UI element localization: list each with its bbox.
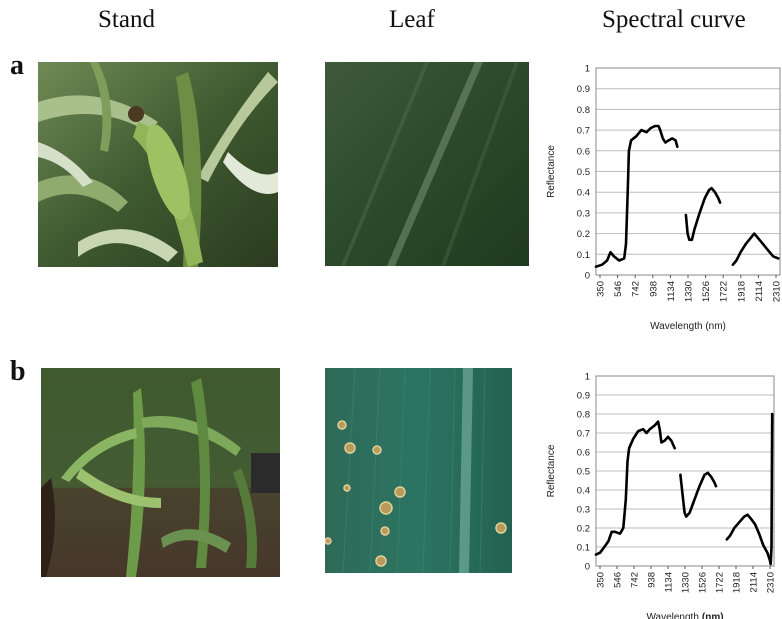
x-axis-label: Wavelength (nm) bbox=[646, 612, 723, 619]
x-tick-label: 1918 bbox=[736, 281, 747, 302]
y-tick-label: 1 bbox=[585, 372, 590, 383]
stand-photo-a bbox=[38, 62, 278, 267]
x-tick-label: 1526 bbox=[698, 572, 709, 593]
y-tick-label: 0.2 bbox=[577, 229, 590, 240]
y-tick-label: 0.6 bbox=[577, 146, 590, 157]
y-tick-label: 0.1 bbox=[577, 250, 590, 261]
x-tick-label: 1330 bbox=[684, 281, 695, 302]
row-label-b: b bbox=[10, 356, 26, 387]
leaf-photo-b bbox=[325, 368, 512, 573]
column-header-leaf: Leaf bbox=[389, 6, 435, 33]
stand-photo-b bbox=[41, 368, 280, 577]
y-axis-label: Reflectance bbox=[546, 444, 557, 497]
x-tick-label: 938 bbox=[648, 281, 659, 297]
y-tick-label: 0 bbox=[585, 271, 590, 282]
spectral-curve-segment bbox=[594, 124, 679, 268]
spectral-curve-segment bbox=[731, 232, 780, 266]
x-tick-label: 742 bbox=[630, 572, 641, 588]
y-tick-label: 0.3 bbox=[577, 208, 590, 219]
row-label-a: a bbox=[10, 50, 24, 81]
x-tick-label: 546 bbox=[613, 281, 624, 297]
spectral-curve-segment bbox=[684, 186, 722, 242]
x-tick-label: 1722 bbox=[719, 281, 730, 302]
y-tick-label: 0.8 bbox=[577, 410, 590, 421]
spectral-chart-a: 0 0.1 0.2 0.3 0.4 0.5 0.6 0.7 0.8 0.9 1 350 546 742 93… bbox=[540, 58, 782, 334]
x-tick-label: 2310 bbox=[766, 572, 777, 593]
x-tick-label: 350 bbox=[596, 572, 607, 588]
x-tick-label: 1134 bbox=[664, 572, 675, 592]
x-tick-label: 2310 bbox=[772, 281, 782, 302]
x-tick-label: 742 bbox=[631, 281, 642, 297]
spectral-curve-segment bbox=[679, 471, 718, 518]
y-tick-label: 0.9 bbox=[577, 391, 590, 402]
y-tick-label: 0.4 bbox=[577, 188, 590, 199]
x-tick-label: 1134 bbox=[666, 281, 677, 301]
x-tick-label: 1918 bbox=[732, 572, 743, 593]
x-tick-label: 546 bbox=[613, 572, 624, 588]
y-axis-label: Reflectance bbox=[546, 145, 557, 198]
y-tick-label: 0.9 bbox=[577, 84, 590, 95]
x-tick-label: 2114 bbox=[749, 572, 760, 592]
y-tick-label: 0.4 bbox=[577, 486, 590, 497]
y-tick-label: 0.7 bbox=[577, 429, 590, 440]
y-tick-label: 0 bbox=[585, 562, 590, 573]
x-tick-label: 1330 bbox=[681, 572, 692, 593]
y-tick-label: 0.2 bbox=[577, 524, 590, 535]
y-tick-label: 0.8 bbox=[577, 105, 590, 116]
y-tick-label: 0.5 bbox=[577, 167, 590, 178]
leaf-photo-a bbox=[325, 62, 529, 266]
x-tick-label: 1722 bbox=[715, 572, 726, 593]
column-header-spectral-curve: Spectral curve bbox=[602, 6, 746, 33]
x-tick-label: 938 bbox=[647, 572, 658, 588]
spectral-chart-a-svg: 0 0.1 0.2 0.3 0.4 0.5 0.6 0.7 0.8 0.9 1 350 546 742 93… bbox=[546, 64, 782, 333]
spectral-chart-b-svg: 0 0.1 0.2 0.3 0.4 0.5 0.6 0.7 0.8 0.9 1 350 546 742 93… bbox=[546, 372, 777, 619]
y-tick-label: 0.1 bbox=[577, 543, 590, 554]
y-tick-label: 0.7 bbox=[577, 126, 590, 137]
y-tick-label: 0.3 bbox=[577, 505, 590, 516]
spectral-curve-segment bbox=[594, 420, 676, 556]
y-tick-label: 0.6 bbox=[577, 448, 590, 459]
spectral-curve-segment bbox=[725, 412, 774, 566]
column-header-stand: Stand bbox=[98, 6, 155, 33]
y-tick-label: 0.5 bbox=[577, 467, 590, 478]
spectral-chart-b: 0 0.1 0.2 0.3 0.4 0.5 0.6 0.7 0.8 0.9 1 350 546 742 93… bbox=[540, 366, 782, 619]
x-axis-label: Wavelength (nm) bbox=[650, 321, 726, 332]
y-tick-label: 1 bbox=[585, 64, 590, 75]
x-tick-label: 2114 bbox=[754, 281, 765, 301]
x-tick-label: 350 bbox=[596, 281, 607, 297]
x-tick-label: 1526 bbox=[701, 281, 712, 302]
